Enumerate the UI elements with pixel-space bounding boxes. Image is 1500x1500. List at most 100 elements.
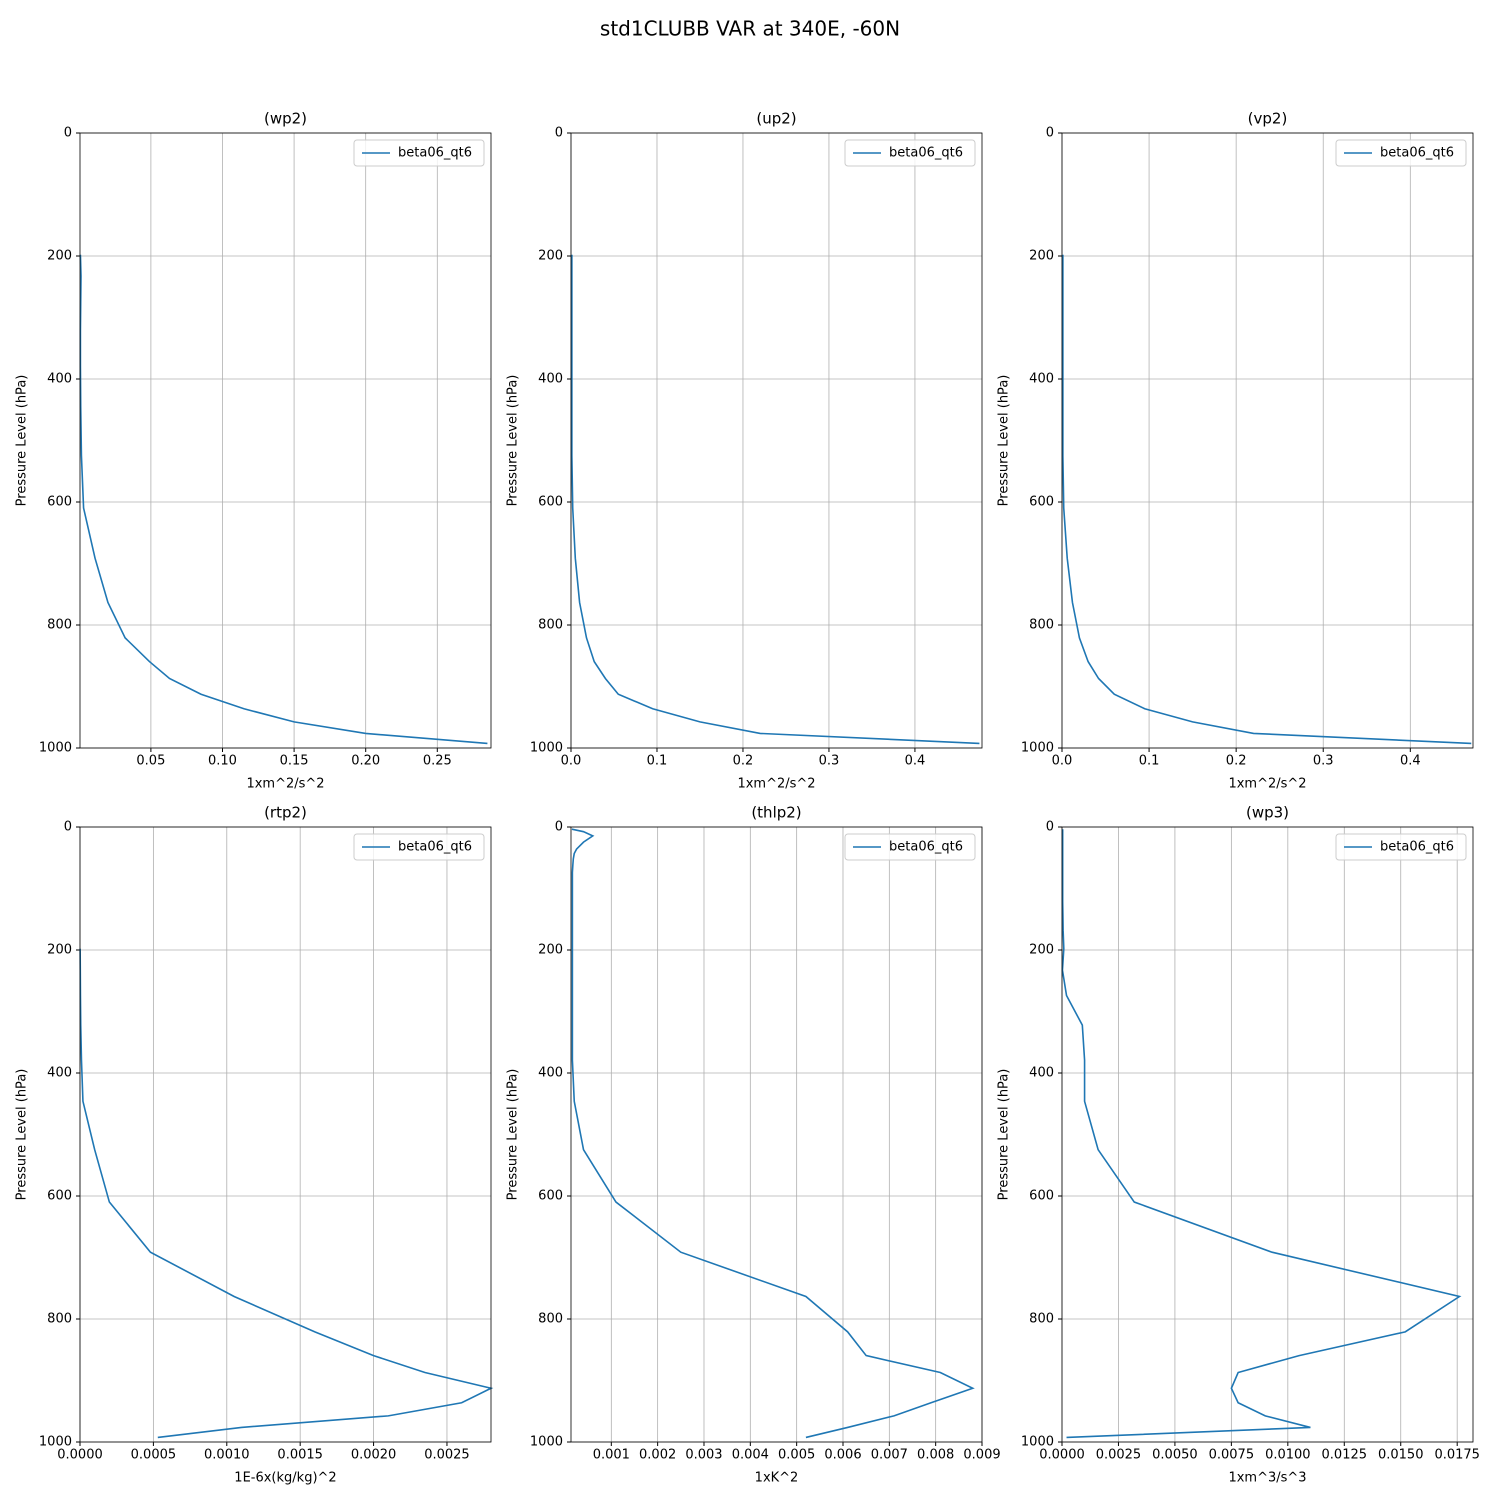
x-axis-label: 1xm^2/s^2: [1228, 777, 1306, 792]
y-tick-label: 200: [1029, 943, 1054, 958]
x-tick-label: 0.05: [136, 754, 165, 769]
data-line: [571, 828, 975, 1439]
x-tick-label: 0.0: [561, 754, 582, 769]
x-tick-label: 0.1: [647, 754, 668, 769]
y-tick-label: 800: [1029, 1312, 1054, 1327]
legend-box: [844, 139, 976, 167]
subplot-title: (wp2): [264, 110, 307, 128]
y-tick-label: 1000: [1021, 1435, 1054, 1450]
subplot-title: (up2): [756, 110, 796, 128]
x-tick-label: 0.0050: [1152, 1448, 1198, 1463]
legend-box: [353, 833, 485, 861]
y-tick-label: 200: [1029, 249, 1054, 264]
x-tick-label: 0.007: [871, 1448, 908, 1463]
y-tick-label: 400: [47, 1066, 72, 1081]
plot-frame: [79, 826, 492, 1443]
x-tick-label: 0.3: [819, 754, 840, 769]
x-tick-label: 0.4: [905, 754, 926, 769]
x-axis-label: 1xm^2/s^2: [246, 777, 324, 792]
x-tick-label: 0.0005: [131, 1448, 177, 1463]
subplot-title: (rtp2): [264, 804, 307, 822]
x-tick-label: 0.0015: [277, 1448, 323, 1463]
legend-label: beta06_qt6: [889, 840, 963, 855]
x-tick-label: 0.003: [685, 1448, 722, 1463]
y-tick-label: 600: [538, 495, 563, 510]
x-tick-label: 0.0: [1052, 754, 1073, 769]
y-tick-label: 600: [1029, 495, 1054, 510]
y-tick-label: 600: [47, 1189, 72, 1204]
y-tick-label: 400: [538, 372, 563, 387]
y-tick-label: 1000: [530, 741, 563, 756]
y-tick-label: 400: [47, 372, 72, 387]
x-axis-label: 1xK^2: [755, 1471, 799, 1486]
subplot-title: (wp3): [1246, 804, 1289, 822]
x-tick-label: 0.008: [917, 1448, 954, 1463]
y-tick-label: 800: [1029, 618, 1054, 633]
legend-label: beta06_qt6: [1380, 146, 1454, 161]
legend-label: beta06_qt6: [1380, 840, 1454, 855]
legend-label: beta06_qt6: [398, 840, 472, 855]
y-tick-label: 600: [1029, 1189, 1054, 1204]
legend-label: beta06_qt6: [889, 146, 963, 161]
x-tick-label: 0.0175: [1434, 1448, 1480, 1463]
x-tick-label: 0.0020: [351, 1448, 397, 1463]
x-tick-label: 0.002: [639, 1448, 676, 1463]
x-tick-label: 0.009: [963, 1448, 1000, 1463]
y-tick-label: 800: [538, 618, 563, 633]
subplot-title: (vp2): [1248, 110, 1288, 128]
y-tick-label: 400: [1029, 372, 1054, 387]
x-tick-label: 0.0000: [1039, 1448, 1085, 1463]
x-tick-label: 0.0010: [204, 1448, 250, 1463]
plot-frame: [1061, 132, 1474, 749]
plot-frame: [1061, 826, 1474, 1443]
y-tick-label: 0: [64, 820, 72, 835]
y-axis-label: Pressure Level (hPa): [997, 1069, 1012, 1201]
plot-frame: [79, 132, 492, 749]
y-tick-label: 1000: [1021, 741, 1054, 756]
x-tick-label: 0.0025: [424, 1448, 470, 1463]
x-tick-label: 0.3: [1313, 754, 1334, 769]
y-tick-label: 1000: [39, 1435, 72, 1450]
y-axis-label: Pressure Level (hPa): [506, 375, 521, 507]
x-tick-label: 0.1: [1139, 754, 1160, 769]
legend-box: [1335, 833, 1467, 861]
x-tick-label: 0.10: [208, 754, 237, 769]
legend-box: [844, 833, 976, 861]
y-tick-label: 400: [1029, 1066, 1054, 1081]
y-tick-label: 600: [47, 495, 72, 510]
y-tick-label: 800: [47, 1312, 72, 1327]
y-tick-label: 200: [538, 249, 563, 264]
data-line: [1062, 254, 1472, 745]
y-tick-label: 200: [538, 943, 563, 958]
data-line: [571, 254, 980, 745]
x-tick-label: 0.20: [351, 754, 380, 769]
y-tick-label: 800: [538, 1312, 563, 1327]
x-tick-label: 0.0150: [1378, 1448, 1424, 1463]
y-tick-label: 200: [47, 943, 72, 958]
data-line: [79, 254, 488, 745]
y-tick-label: 0: [1046, 126, 1054, 141]
y-axis-label: Pressure Level (hPa): [506, 1069, 521, 1201]
plot-frame: [570, 826, 983, 1443]
y-tick-label: 600: [538, 1189, 563, 1204]
x-tick-label: 0.15: [280, 754, 309, 769]
subplot-title: (thlp2): [751, 804, 801, 822]
y-axis-label: Pressure Level (hPa): [15, 375, 30, 507]
y-axis-label: Pressure Level (hPa): [15, 1069, 30, 1201]
legend-label: beta06_qt6: [398, 146, 472, 161]
x-tick-label: 0.4: [1400, 754, 1421, 769]
x-tick-label: 0.0100: [1265, 1448, 1311, 1463]
y-tick-label: 0: [1046, 820, 1054, 835]
x-tick-label: 0.2: [1226, 754, 1247, 769]
plot-frame: [570, 132, 983, 749]
x-tick-label: 0.001: [593, 1448, 630, 1463]
y-tick-label: 800: [47, 618, 72, 633]
x-axis-label: 1E-6x(kg/kg)^2: [234, 1471, 336, 1486]
legend-box: [1335, 139, 1467, 167]
y-tick-label: 0: [555, 126, 563, 141]
x-axis-label: 1xm^2/s^2: [737, 777, 815, 792]
y-tick-label: 400: [538, 1066, 563, 1081]
x-tick-label: 0.2: [733, 754, 754, 769]
x-tick-label: 0.0075: [1209, 1448, 1255, 1463]
